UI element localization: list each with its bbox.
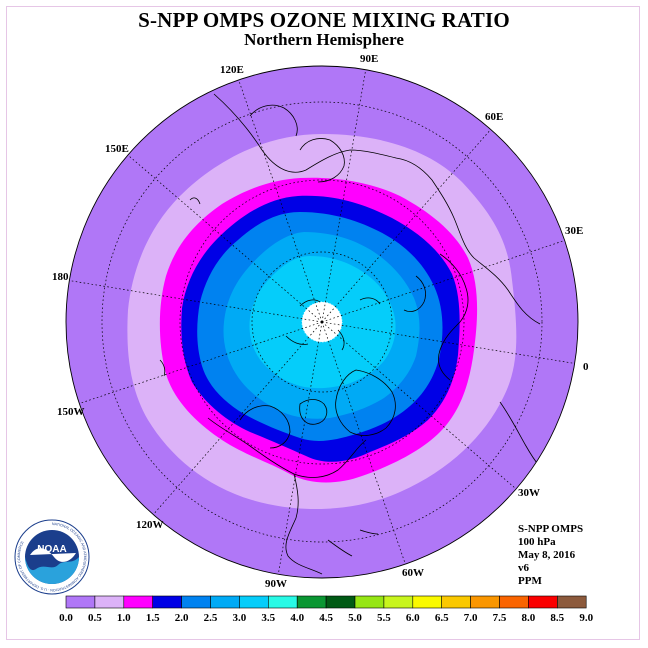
figure-frame [6, 6, 640, 640]
pressure-level: 100 hPa [518, 536, 556, 548]
colorbar-swatch [296, 595, 327, 609]
lon-label: 120W [136, 519, 164, 531]
lon-label: 30E [565, 225, 583, 237]
colorbar-swatch [65, 595, 96, 609]
colorbar-swatch [470, 595, 500, 609]
colorbar-tick-label: 8.5 [550, 612, 564, 624]
colorbar-swatch [441, 595, 471, 609]
colorbar-tick-label: 7.0 [464, 612, 478, 624]
lon-label: 30W [518, 487, 540, 499]
colorbar-tick-label: 2.5 [204, 612, 218, 624]
colorbar-swatch [152, 595, 182, 609]
page-subtitle: Northern Hemisphere [244, 30, 404, 49]
lon-label: 90W [265, 578, 287, 590]
colorbar-tick-label: 3.0 [233, 612, 247, 624]
colorbar-tick-label: 6.0 [406, 612, 420, 624]
map-boundary [65, 65, 579, 579]
colorbar-tick-label: 5.5 [377, 612, 391, 624]
colorbar-tick-label: 6.5 [435, 612, 449, 624]
colorbar-swatch [354, 595, 385, 609]
colorbar-swatch [383, 595, 414, 609]
colorbar-swatch [123, 595, 154, 609]
colorbar-swatch [210, 595, 240, 609]
colorbar-swatch [267, 595, 298, 609]
lon-label: 120E [220, 64, 244, 76]
lon-label: 150W [57, 406, 85, 418]
colorbar-swatch [556, 595, 587, 609]
colorbar-tick-label: 1.0 [117, 612, 131, 624]
colorbar: 0.0 0.5 1.0 1.5 2.0 2.5 3.0 3.5 4.0 4.5 5.0 5.5 6.0 6… [59, 595, 594, 624]
version-label: v6 [518, 562, 529, 574]
colorbar-swatch [325, 595, 356, 609]
colorbar-tick-label: 0.0 [59, 612, 73, 624]
colorbar-swatch [181, 595, 211, 609]
lon-label: 0 [583, 361, 589, 373]
graticule [66, 67, 578, 577]
colorbar-swatch [412, 595, 442, 609]
colorbar-tick-label: 8.0 [522, 612, 536, 624]
colorbar-tick-label: 1.5 [146, 612, 160, 624]
longitude-labels: 90E 60E 30E 0 30W 60W 90W 120W 150W 180 … [52, 53, 589, 590]
colorbar-swatch [239, 595, 269, 609]
metadata-block: S-NPP OMPS 100 hPa May 8, 2016 v6 PPM [518, 523, 583, 588]
lon-label: 60E [485, 111, 503, 123]
lon-label: 180 [52, 271, 69, 283]
colorbar-tick-label: 0.5 [88, 612, 102, 624]
units-label: PPM [518, 575, 542, 587]
colorbar-tick-label: 5.0 [348, 612, 362, 624]
coastlines [159, 93, 557, 575]
colorbar-tick-label: 4.0 [290, 612, 304, 624]
date-label: May 8, 2016 [518, 549, 576, 561]
colorbar-tick-label: 9.0 [579, 612, 593, 624]
lon-label: 150E [105, 143, 129, 155]
colorbar-swatch [499, 595, 529, 609]
svg-text:NOAA: NOAA [37, 544, 66, 555]
page-title: S-NPP OMPS OZONE MIXING RATIO [138, 8, 510, 32]
colorbar-tick-label: 2.0 [175, 612, 189, 624]
lon-label: 60W [402, 567, 424, 579]
colorbar-tick-label: 7.5 [493, 612, 507, 624]
lon-label: 90E [360, 53, 378, 65]
colorbar-swatch [94, 595, 125, 609]
instrument-label: S-NPP OMPS [518, 523, 584, 535]
colorbar-swatch [528, 595, 558, 609]
noaa-logo-icon: NOAA NATIONAL OCEANIC AND ATMOSPHERIC AD… [14, 519, 90, 595]
colorbar-tick-label: 4.5 [319, 612, 333, 624]
colorbar-tick-label: 3.5 [261, 612, 275, 624]
